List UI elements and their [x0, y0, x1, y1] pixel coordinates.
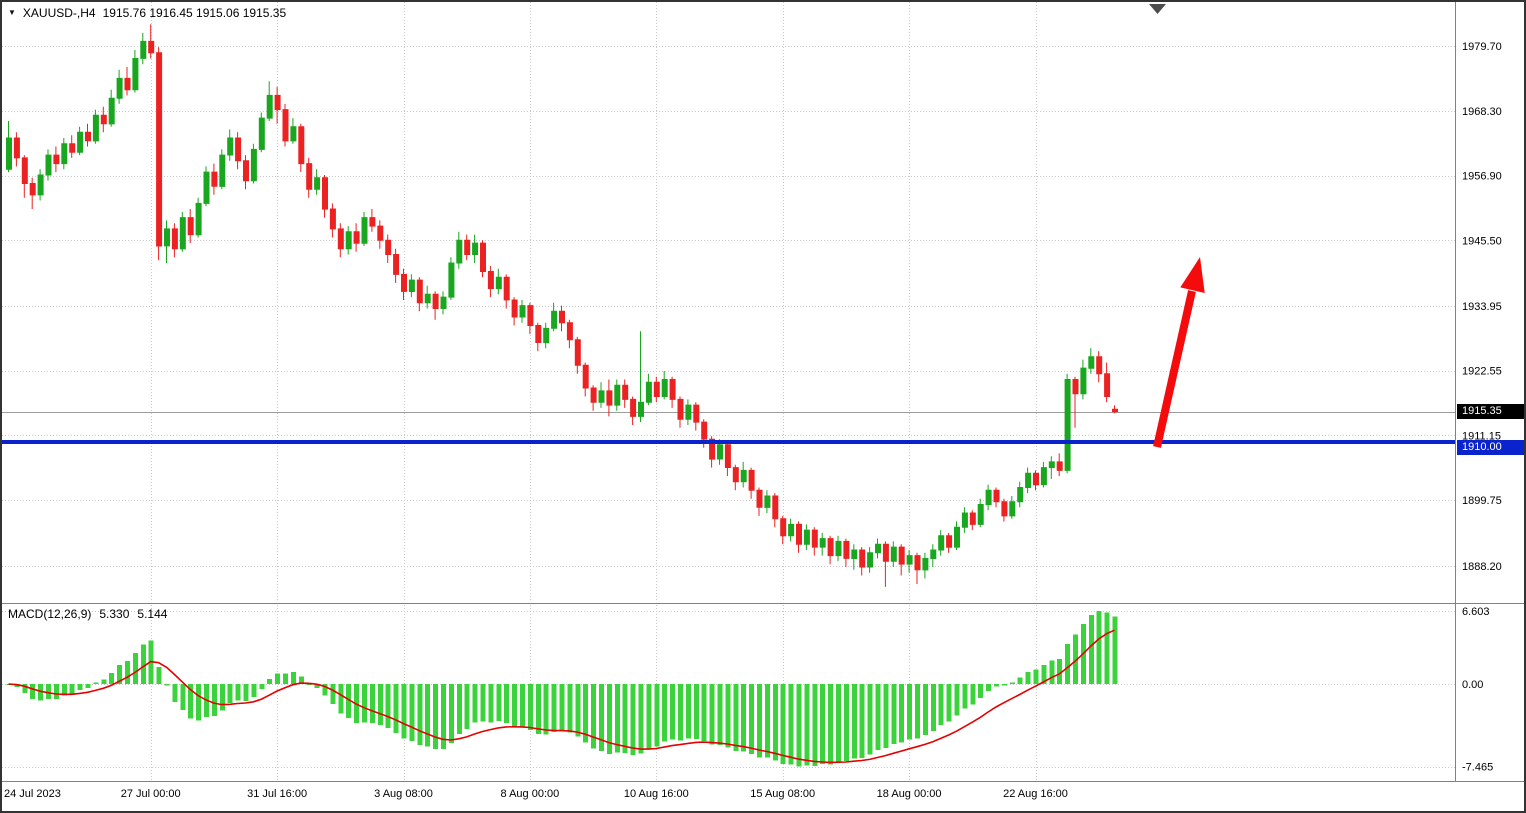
symbol-timeframe: XAUUSD-,H4: [22, 6, 96, 20]
macd-axis-label: -7.465: [1462, 762, 1493, 774]
grid: [2, 2, 1455, 780]
time-axis-label: 10 Aug 16:00: [624, 788, 689, 800]
time-axis-label: 27 Jul 00:00: [121, 788, 181, 800]
trend-arrow[interactable]: [1153, 257, 1205, 448]
price-axis-label: 1922.55: [1462, 366, 1502, 378]
time-axis: 24 Jul 2023 27 Jul 00:00 31 Jul 16:00 3 Aug…: [4, 788, 1068, 800]
price-axis-label: 1911.15: [1462, 430, 1501, 442]
bull-candles[interactable]: [6, 32, 1095, 579]
bear-candles[interactable]: [13, 24, 1118, 587]
price-axis-label: 1968.30: [1462, 106, 1502, 118]
macd-name: MACD(12,26,9): [8, 607, 92, 621]
time-axis-label: 24 Jul 2023: [4, 788, 61, 800]
ohlc-readout: 1915.76 1916.45 1915.06 1915.35: [102, 6, 287, 20]
time-axis-label: 22 Aug 16:00: [1003, 788, 1068, 800]
price-axis-label: 1945.50: [1462, 235, 1502, 247]
hline-price-badge: 1910.00: [1457, 440, 1524, 455]
price-axis-label: 1888.20: [1462, 561, 1502, 573]
chart-shift-marker[interactable]: [1149, 4, 1166, 14]
symbol-dropdown-icon[interactable]: ▼: [8, 8, 16, 17]
time-axis-label: 8 Aug 00:00: [501, 788, 560, 800]
macd-histogram: [6, 611, 1118, 767]
macd-axis-label: 6.603: [1462, 606, 1490, 618]
price-axis-label: 1979.70: [1462, 41, 1502, 53]
chart-header: ▼ XAUUSD-,H4 1915.76 1916.45 1915.06 191…: [8, 6, 286, 20]
current-price-badge: 1915.35: [1457, 404, 1524, 419]
macd-indicator-label: MACD(12,26,9) 5.330 5.144: [8, 607, 167, 621]
time-axis-label: 31 Jul 16:00: [247, 788, 307, 800]
support-line-1910[interactable]: [2, 440, 1455, 444]
price-axis-label: 1956.90: [1462, 171, 1502, 183]
price-axis-label: 1899.75: [1462, 495, 1502, 507]
macd-signal-line: [8, 629, 1115, 764]
price-axis-label: 1933.95: [1462, 301, 1502, 313]
price-axis: 1979.70 1968.30 1956.90 1945.50 1933.95 1922.…: [1462, 41, 1502, 774]
macd-axis-label: 0.00: [1462, 679, 1483, 691]
time-axis-label: 15 Aug 08:00: [750, 788, 815, 800]
macd-main-value: 5.330: [99, 607, 130, 621]
time-axis-label: 3 Aug 08:00: [374, 788, 433, 800]
macd-signal-value: 5.144: [137, 607, 168, 621]
time-axis-label: 18 Aug 00:00: [877, 788, 942, 800]
